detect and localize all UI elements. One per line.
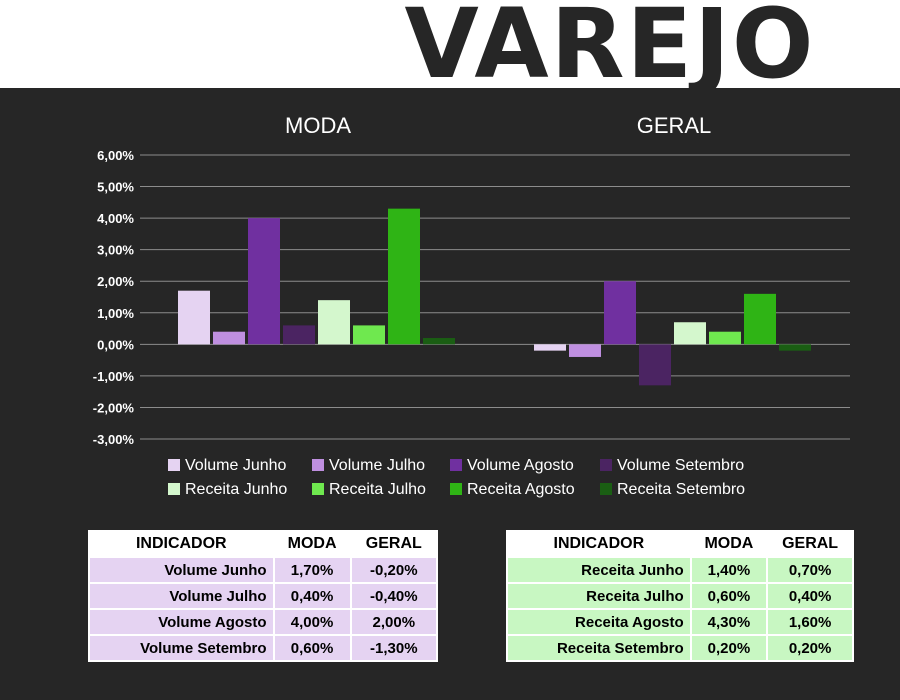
column-header-geral: GERAL xyxy=(351,532,436,556)
bar-chart: 6,00% 5,00% 4,00% 3,00% 2,00% 1,00% 0,00% -1,00… xyxy=(93,113,850,498)
bar xyxy=(318,300,350,345)
bar xyxy=(534,344,566,351)
table-row: Volume Agosto 4,00% 2,00% xyxy=(90,610,436,634)
moda-cell: 0,60% xyxy=(691,584,767,608)
geral-cell: 0,70% xyxy=(768,558,852,582)
bar xyxy=(283,325,315,345)
bar xyxy=(639,344,671,386)
indicator-cell: Receita Setembro xyxy=(508,636,690,660)
legend-swatch xyxy=(168,483,180,495)
indicator-cell: Volume Julho xyxy=(90,584,273,608)
y-tick-label: -2,00% xyxy=(93,400,135,415)
bar xyxy=(604,281,636,345)
indicator-cell: Volume Junho xyxy=(90,558,273,582)
y-tick-label: -3,00% xyxy=(93,432,135,447)
legend-swatch xyxy=(450,483,462,495)
moda-cell: 4,00% xyxy=(274,610,350,634)
moda-cell: 1,70% xyxy=(274,558,350,582)
legend-label: Receita Junho xyxy=(185,481,287,498)
indicator-cell: Receita Agosto xyxy=(508,610,690,634)
legend-label: Volume Junho xyxy=(185,457,287,474)
geral-cell: 0,40% xyxy=(768,584,852,608)
table-row: Volume Setembro 0,60% -1,30% xyxy=(90,636,436,660)
column-header-geral: GERAL xyxy=(768,532,852,556)
column-header-moda: MODA xyxy=(691,532,767,556)
bar xyxy=(569,344,601,357)
page-title: VAREJO xyxy=(404,0,816,100)
table-header-row: INDICADOR MODA GERAL xyxy=(508,532,852,556)
legend-swatch xyxy=(312,483,324,495)
legend-label: Receita Setembro xyxy=(617,481,745,498)
table-row: Receita Junho 1,40% 0,70% xyxy=(508,558,852,582)
bar xyxy=(709,331,741,345)
indicator-cell: Receita Junho xyxy=(508,558,690,582)
volume-table: INDICADOR MODA GERAL Volume Junho 1,70% … xyxy=(88,530,438,662)
geral-cell: 2,00% xyxy=(351,610,436,634)
bar xyxy=(779,344,811,351)
category-label: MODA xyxy=(285,113,351,138)
bar xyxy=(248,218,280,345)
geral-cell: -0,40% xyxy=(351,584,436,608)
legend-swatch xyxy=(450,459,462,471)
legend-swatch xyxy=(600,459,612,471)
moda-cell: 0,40% xyxy=(274,584,350,608)
y-tick-label: 3,00% xyxy=(97,243,134,258)
legend-label: Receita Agosto xyxy=(467,481,575,498)
column-header-indicador: INDICADOR xyxy=(508,532,690,556)
y-tick-label: 4,00% xyxy=(97,211,134,226)
moda-cell: 1,40% xyxy=(691,558,767,582)
y-tick-label: 2,00% xyxy=(97,274,134,289)
table-row: Volume Junho 1,70% -0,20% xyxy=(90,558,436,582)
indicator-cell: Receita Julho xyxy=(508,584,690,608)
y-tick-label: -1,00% xyxy=(93,369,135,384)
receita-table: INDICADOR MODA GERAL Receita Junho 1,40%… xyxy=(506,530,854,662)
bar xyxy=(388,208,420,345)
geral-cell: -1,30% xyxy=(351,636,436,660)
category-label: GERAL xyxy=(637,113,712,138)
table-header-row: INDICADOR MODA GERAL xyxy=(90,532,436,556)
column-header-moda: MODA xyxy=(274,532,350,556)
table-row: Receita Setembro 0,20% 0,20% xyxy=(508,636,852,660)
y-tick-label: 5,00% xyxy=(97,180,134,195)
moda-cell: 4,30% xyxy=(691,610,767,634)
legend-label: Receita Julho xyxy=(329,481,426,498)
table-row: Receita Agosto 4,30% 1,60% xyxy=(508,610,852,634)
bar xyxy=(423,338,455,345)
table-row: Volume Julho 0,40% -0,40% xyxy=(90,584,436,608)
legend-label: Volume Agosto xyxy=(467,457,574,474)
legend-swatch xyxy=(312,459,324,471)
bar xyxy=(213,331,245,345)
y-tick-label: 1,00% xyxy=(97,306,134,321)
geral-cell: 1,60% xyxy=(768,610,852,634)
legend-label: Volume Setembro xyxy=(617,457,744,474)
indicator-cell: Volume Setembro xyxy=(90,636,273,660)
indicator-cell: Volume Agosto xyxy=(90,610,273,634)
bar xyxy=(744,293,776,345)
legend-swatch xyxy=(600,483,612,495)
legend-label: Volume Julho xyxy=(329,457,425,474)
y-tick-label: 6,00% xyxy=(97,148,134,163)
geral-cell: 0,20% xyxy=(768,636,852,660)
table-row: Receita Julho 0,60% 0,40% xyxy=(508,584,852,608)
bar xyxy=(353,325,385,345)
bar xyxy=(178,290,210,345)
column-header-indicador: INDICADOR xyxy=(90,532,273,556)
header-band xyxy=(0,0,900,88)
moda-cell: 0,60% xyxy=(274,636,350,660)
geral-cell: -0,20% xyxy=(351,558,436,582)
y-tick-label: 0,00% xyxy=(97,337,134,352)
bar xyxy=(674,322,706,345)
moda-cell: 0,20% xyxy=(691,636,767,660)
legend-swatch xyxy=(168,459,180,471)
